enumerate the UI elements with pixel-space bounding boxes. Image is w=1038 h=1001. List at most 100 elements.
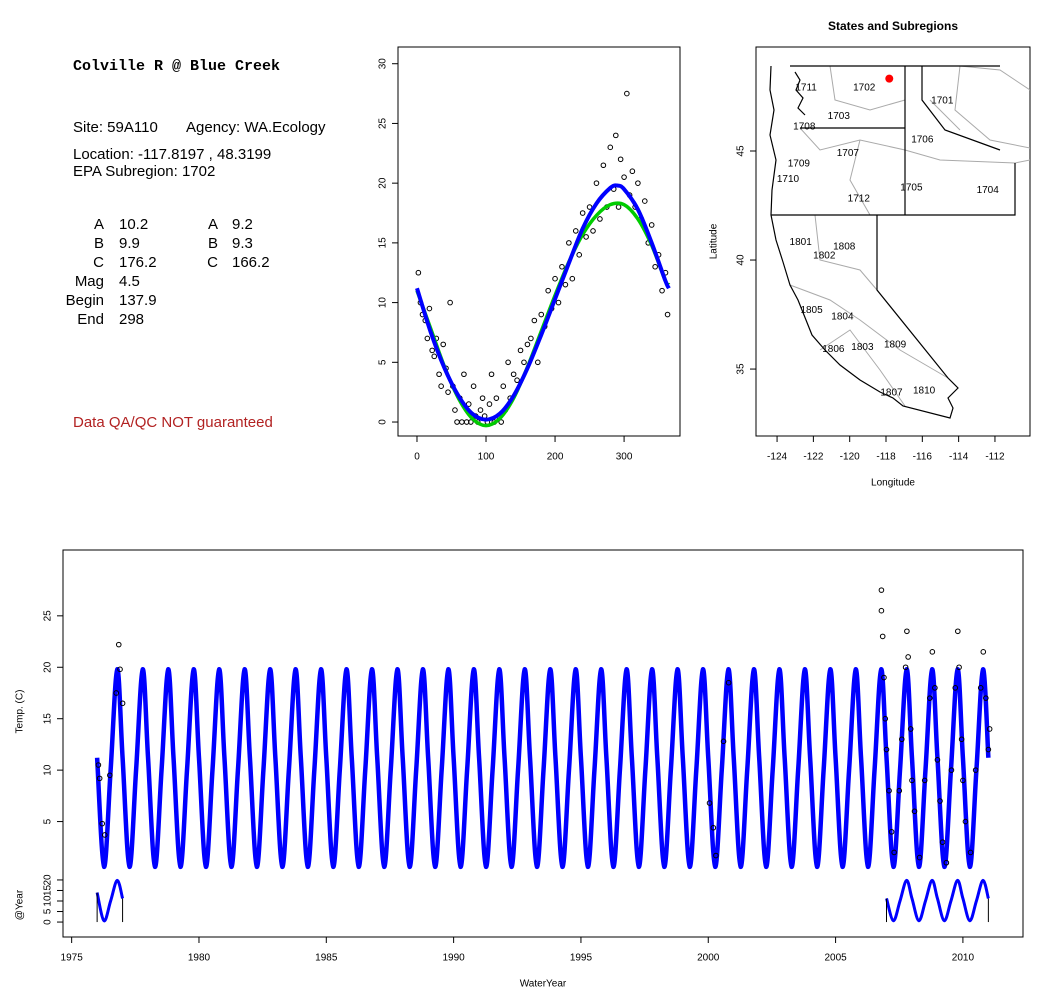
data-point	[534, 359, 541, 366]
data-point	[652, 263, 658, 270]
x-axis-label: Longitude	[871, 478, 915, 489]
y-tick-label: 15	[43, 884, 54, 896]
data-point	[521, 359, 527, 366]
data-point	[980, 649, 987, 655]
param-label: B	[208, 235, 218, 252]
region-lines	[769, 65, 1016, 419]
data-point	[985, 746, 992, 753]
param-label: C	[93, 254, 104, 271]
x-tick-label: -122	[803, 452, 823, 463]
param-label: End	[77, 311, 104, 328]
data-point	[904, 628, 910, 635]
data-point	[115, 641, 122, 648]
data-point	[929, 649, 936, 655]
fit-line	[415, 183, 671, 422]
data-point	[438, 383, 444, 389]
region-label: 1803	[851, 342, 874, 353]
data-point	[986, 726, 993, 732]
x-tick-label: 200	[547, 452, 564, 463]
data-point	[562, 281, 569, 288]
y-axis-label: Latitude	[709, 223, 720, 259]
x-tick-label: -114	[949, 452, 969, 463]
data-point	[576, 252, 583, 258]
y-tick-label: 10	[43, 895, 54, 907]
y-tick-label: 5	[378, 359, 389, 365]
data-point	[468, 419, 474, 425]
data-point	[510, 371, 517, 378]
data-point	[725, 679, 732, 686]
data-point	[470, 383, 477, 389]
y-tick-label: 20	[43, 874, 54, 886]
data-point	[927, 695, 933, 701]
param-value: 9.3	[232, 235, 253, 252]
data-point	[664, 311, 671, 318]
region-label: 1708	[793, 122, 816, 133]
data-point	[960, 777, 966, 784]
data-point	[590, 228, 596, 234]
x-tick-label: 0	[414, 452, 420, 463]
data-point	[566, 240, 572, 246]
borders	[771, 65, 1016, 216]
data-point	[983, 695, 989, 701]
data-point	[117, 666, 123, 673]
y-axis-label: Temp. (C)	[15, 690, 26, 734]
region-label: 1805	[800, 305, 823, 316]
data-point	[943, 859, 950, 866]
data-point	[896, 787, 903, 794]
data-point	[659, 287, 665, 294]
data-point	[528, 335, 534, 342]
y-tick-label: 20	[43, 661, 54, 673]
region-label: 1807	[880, 388, 903, 399]
param-value: 10.2	[119, 216, 148, 233]
data-point	[888, 829, 895, 835]
data-point	[424, 335, 431, 342]
data-point	[431, 353, 438, 360]
data-point	[524, 341, 531, 348]
data-point	[96, 775, 103, 782]
data-point	[977, 685, 984, 691]
data-point	[886, 787, 892, 794]
fit-line	[885, 878, 990, 923]
y-tick-label: 20	[378, 177, 389, 189]
data-point	[593, 180, 600, 186]
data-point	[95, 762, 102, 768]
y-tick-label: 15	[378, 237, 389, 249]
data-point	[555, 299, 562, 306]
data-point	[885, 74, 894, 83]
param-value: 166.2	[232, 254, 270, 271]
param-value: 176.2	[119, 254, 157, 271]
data-point	[426, 305, 433, 312]
disclaimer: Data QA/QC NOT guaranteed	[73, 414, 273, 431]
site-title: Colville R @ Blue Creek	[73, 58, 280, 75]
x-tick-label: 2010	[952, 953, 975, 964]
data-point	[498, 419, 505, 425]
region-label: 1711	[795, 82, 817, 93]
data-point	[902, 664, 909, 671]
region-label: 1809	[884, 340, 907, 351]
x-tick-label: -124	[767, 452, 787, 463]
fit-line	[94, 667, 991, 870]
data-point	[720, 738, 727, 745]
region-label: 1709	[788, 159, 811, 170]
data-point	[956, 664, 962, 671]
agency: Agency: WA.Ecology	[186, 119, 326, 136]
data-point	[440, 341, 447, 348]
x-tick-label: 1985	[315, 953, 338, 964]
subregion-lines	[789, 65, 1030, 407]
data-point	[921, 777, 928, 784]
data-point	[569, 275, 576, 282]
data-point	[706, 800, 713, 806]
x-tick-label: 2005	[824, 953, 847, 964]
data-point	[955, 628, 961, 635]
x-tick-label: -112	[985, 452, 1005, 463]
data-point	[916, 854, 923, 861]
param-value: 298	[119, 311, 144, 328]
x-tick-label: -116	[913, 452, 933, 463]
map-outline	[769, 65, 1030, 419]
data-point	[101, 832, 108, 838]
data-point	[948, 767, 955, 773]
region-label: 1701	[931, 95, 954, 106]
param-label: Mag	[75, 273, 104, 290]
data-point	[579, 210, 586, 216]
